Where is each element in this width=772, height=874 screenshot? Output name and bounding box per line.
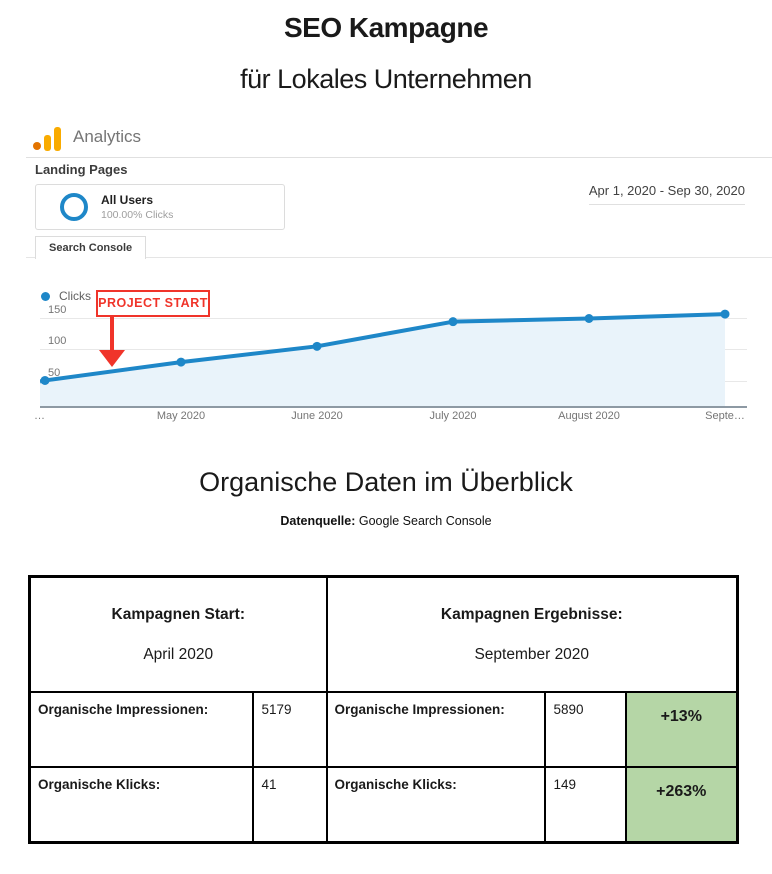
y-tick-label: 50 bbox=[48, 367, 61, 380]
clicks-legend-label: Clicks bbox=[59, 289, 91, 303]
segment-all-users[interactable]: All Users 100.00% Clicks bbox=[35, 184, 285, 230]
clicks-result-label: Organische Klicks: bbox=[325, 766, 546, 844]
data-point bbox=[176, 357, 186, 367]
tab-strip-divider bbox=[26, 257, 772, 258]
data-point bbox=[720, 309, 730, 319]
data-point bbox=[448, 317, 458, 327]
impressions-delta-badge: +13% bbox=[624, 691, 739, 768]
analytics-logo: Analytics bbox=[33, 123, 141, 151]
clicks-delta-badge: +263% bbox=[624, 766, 739, 844]
x-axis-label: July 2020 bbox=[429, 410, 477, 422]
annotation-arrow-head-icon bbox=[99, 350, 125, 367]
data-point bbox=[40, 375, 50, 385]
clicks-result-value: 149 bbox=[543, 766, 627, 844]
segment-name: All Users bbox=[101, 193, 154, 207]
chart-plot: 150 100 50 bbox=[40, 285, 747, 407]
data-point bbox=[584, 314, 594, 324]
x-axis-label: June 2020 bbox=[291, 410, 343, 422]
x-axis-labels: … May 2020 June 2020 July 2020 August 2020 Se… bbox=[34, 410, 747, 424]
chart-legend: Clicks bbox=[41, 289, 91, 303]
header-divider bbox=[26, 157, 772, 158]
data-point bbox=[312, 341, 322, 351]
analytics-brand-label: Analytics bbox=[73, 127, 142, 146]
impressions-result-value: 5890 bbox=[543, 691, 627, 768]
impressions-start-label: Organische Impressionen: bbox=[28, 691, 254, 768]
annotation-arrow-shaft bbox=[110, 317, 114, 351]
header-results-subtitle: September 2020 bbox=[474, 645, 590, 663]
header-start-title: Kampagnen Start: bbox=[111, 605, 246, 623]
clicks-start-value: 41 bbox=[251, 766, 328, 844]
x-axis-line bbox=[40, 406, 747, 408]
x-axis-label: August 2020 bbox=[558, 410, 620, 422]
data-source-line: Datenquelle: Google Search Console bbox=[0, 514, 772, 528]
page-subtitle: für Lokales Unternehmen bbox=[240, 64, 532, 94]
gridline bbox=[40, 317, 747, 319]
x-axis-label: May 2020 bbox=[156, 410, 206, 422]
impressions-start-value: 5179 bbox=[251, 691, 328, 768]
clicks-start-label: Organische Klicks: bbox=[28, 766, 254, 844]
page-title: SEO Kampagne bbox=[283, 12, 489, 43]
table-row: Organische Impressionen: 5179 Organische… bbox=[28, 691, 739, 768]
header-start-subtitle: April 2020 bbox=[143, 645, 214, 663]
impressions-result-label: Organische Impressionen: bbox=[325, 691, 546, 768]
x-axis-label: Septe… bbox=[705, 410, 745, 422]
tab-search-console[interactable]: Search Console bbox=[35, 236, 147, 259]
report-title: Landing Pages bbox=[35, 162, 128, 177]
header-campaign-start: Kampagnen Start: April 2020 bbox=[28, 575, 328, 693]
header-campaign-results: Kampagnen Ergebnisse: September 2020 bbox=[325, 575, 739, 693]
clicks-legend-dot-icon bbox=[41, 291, 50, 301]
date-range-selector[interactable]: Apr 1, 2020 - Sep 30, 2020 bbox=[588, 183, 745, 205]
segment-donut-icon bbox=[60, 193, 88, 221]
x-axis-label: … bbox=[34, 410, 45, 422]
source-label: Datenquelle: bbox=[280, 514, 356, 528]
header-results-title: Kampagnen Ergebnisse: bbox=[440, 605, 623, 623]
section-heading: Organische Daten im Überblick bbox=[199, 467, 573, 497]
table-row: Organische Klicks: 41 Organische Klicks:… bbox=[28, 766, 739, 844]
analytics-bars-icon bbox=[33, 125, 63, 151]
source-value: Google Search Console bbox=[358, 514, 492, 528]
results-table: Kampagnen Start: April 2020 Kampagnen Er… bbox=[28, 575, 739, 844]
y-tick-label: 150 bbox=[48, 303, 67, 316]
segment-detail: 100.00% Clicks bbox=[101, 209, 174, 221]
y-tick-label: 100 bbox=[48, 335, 67, 348]
clicks-line-chart bbox=[40, 309, 730, 407]
project-start-annotation: PROJECT START bbox=[96, 290, 210, 317]
table-header-row: Kampagnen Start: April 2020 Kampagnen Er… bbox=[28, 575, 739, 693]
